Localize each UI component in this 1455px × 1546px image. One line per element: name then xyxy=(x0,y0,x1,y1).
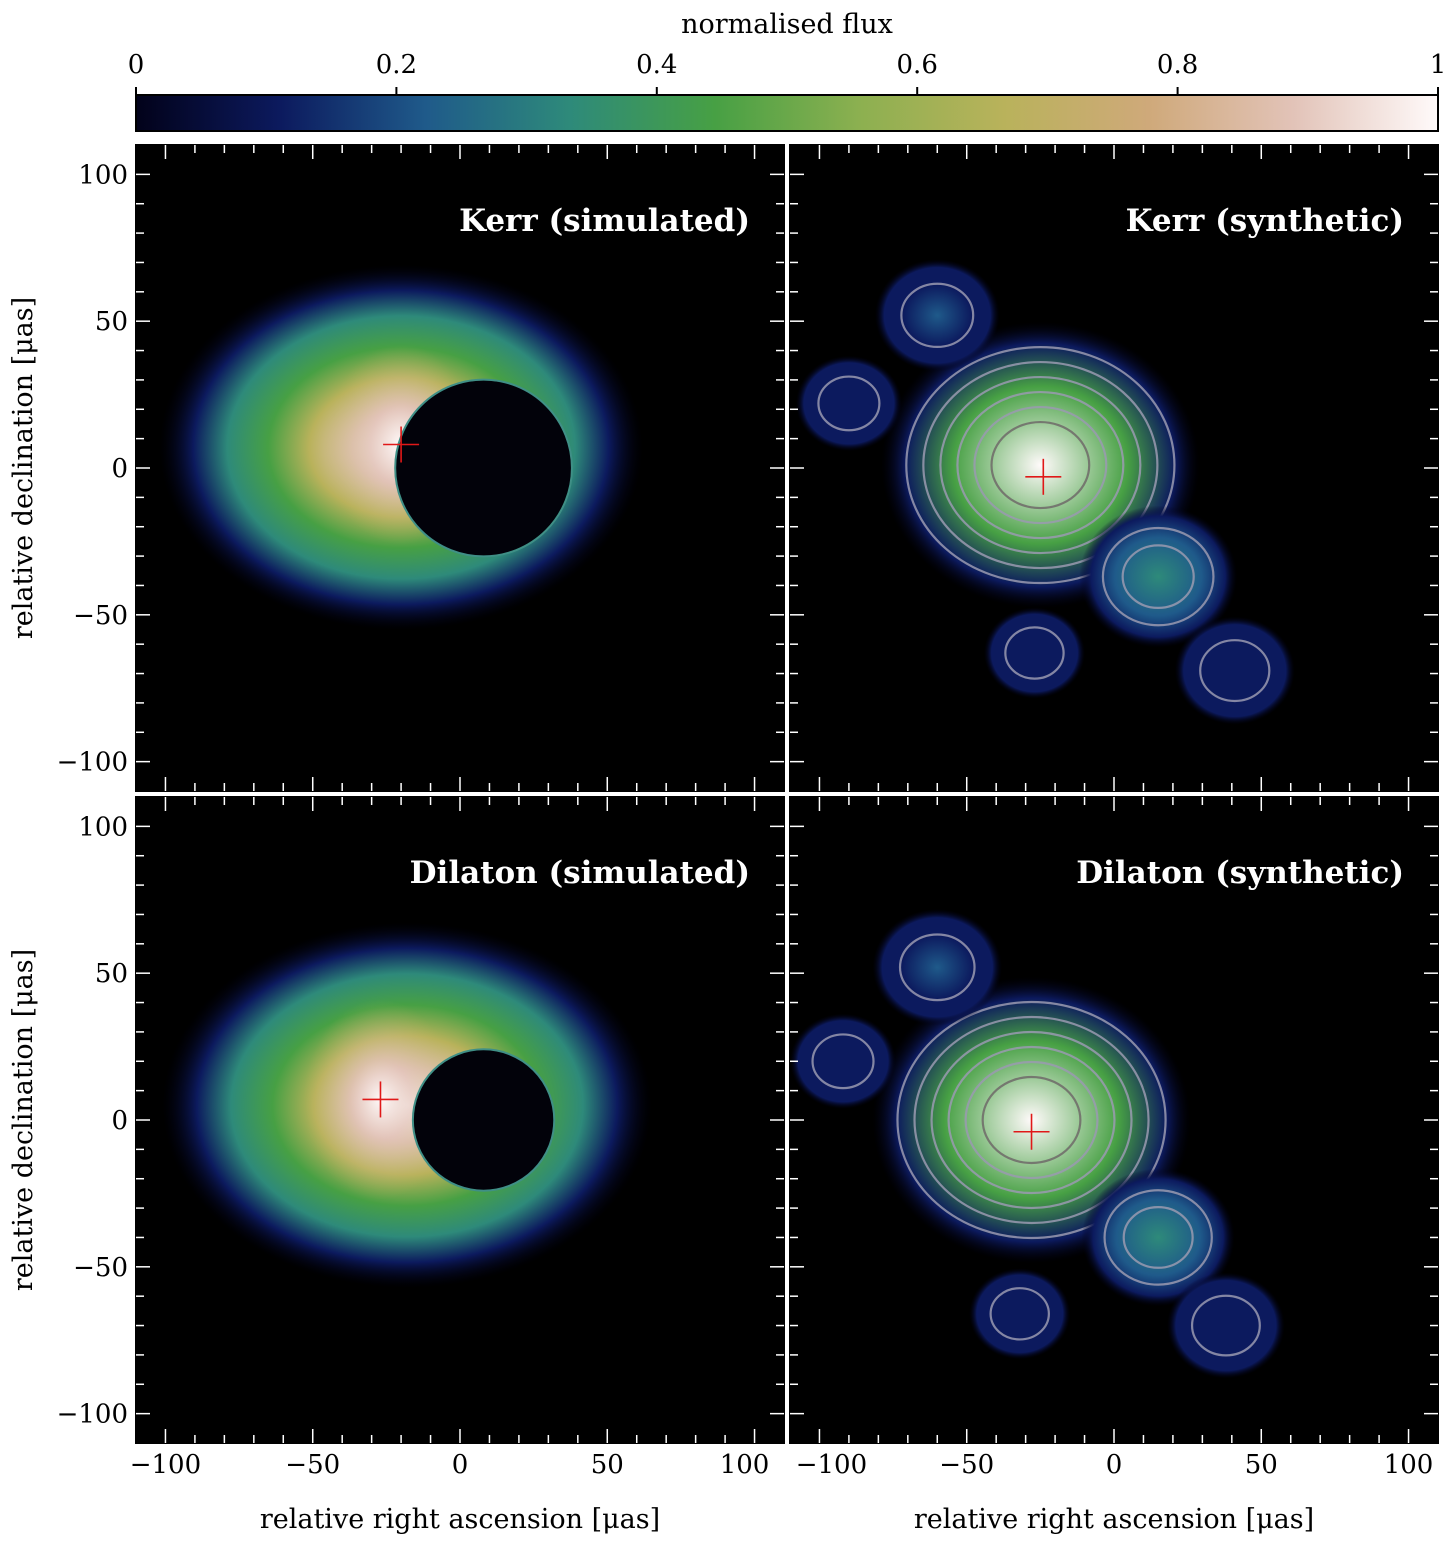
panels: Kerr (simulated) 100 50 0 −50 −100 relative de… xyxy=(8,144,1439,1535)
contour-line xyxy=(930,1030,1133,1210)
contour-line xyxy=(1190,1294,1261,1357)
axis-ticks xyxy=(136,797,784,1443)
emission-blob xyxy=(983,607,1086,699)
black-hole-shadow xyxy=(394,378,573,558)
contour-line xyxy=(898,933,976,1002)
contour-line xyxy=(900,282,975,349)
x-tick-label: 100 xyxy=(720,1450,770,1480)
x-tick-label: 50 xyxy=(1245,1450,1278,1480)
contour-line xyxy=(913,1015,1150,1225)
emission-blob xyxy=(790,1013,897,1109)
contour-line xyxy=(811,1033,875,1090)
axis-ticks xyxy=(136,145,784,791)
x-tick-label: 0 xyxy=(452,1450,469,1480)
colorbar-tick-label: 1 xyxy=(1430,50,1447,80)
contour-line xyxy=(990,420,1091,510)
y-tick-label: 100 xyxy=(78,160,128,190)
contour-line xyxy=(964,1060,1099,1180)
panel-title: Dilaton (simulated) xyxy=(410,855,750,891)
y-tick-label: 50 xyxy=(95,959,128,989)
y-tick-label: −50 xyxy=(73,1253,128,1283)
panel-1: Kerr (simulated) 100 50 0 −50 −100 relative de… xyxy=(8,144,785,792)
contour-line xyxy=(817,375,881,432)
colorbar-tick-label: 0 xyxy=(128,50,145,80)
panel-title: Dilaton (synthetic) xyxy=(1076,855,1404,891)
x-tick-label: −50 xyxy=(285,1450,340,1480)
x-tick-label: 0 xyxy=(1106,1450,1123,1480)
colorbar-ticks: 0 0.2 0.4 0.6 0.8 1 xyxy=(128,50,1447,95)
contour-line xyxy=(947,1045,1116,1195)
x-tick-label: −100 xyxy=(796,1450,867,1480)
y-tick-label: 100 xyxy=(78,812,128,842)
y-tick-label: 0 xyxy=(111,1106,128,1136)
contour-line xyxy=(896,1000,1167,1240)
contour-line xyxy=(956,390,1125,540)
emission-blob xyxy=(874,259,1000,372)
emission-blob xyxy=(872,908,1003,1026)
emission-blob xyxy=(1174,616,1295,725)
panel-2: Kerr (synthetic) xyxy=(789,144,1439,792)
colorbar-gradient xyxy=(135,94,1439,132)
contour-line xyxy=(981,1075,1082,1165)
panel-4: Dilaton (synthetic) −100 −50 0 50 100 relative… xyxy=(789,796,1439,1535)
contour-line xyxy=(1122,1206,1194,1269)
x-axis-title: relative right ascension [μas] xyxy=(260,1504,660,1535)
y-tick-label: 50 xyxy=(95,307,128,337)
emission-blob xyxy=(1079,505,1238,648)
y-axis-title: relative declination [μas] xyxy=(8,297,39,639)
black-hole-shadow xyxy=(411,1048,556,1192)
panel-3: Dilaton (simulated) 100 50 0 −50 −100−100 −50 0… xyxy=(8,796,785,1535)
y-tick-label: 0 xyxy=(111,454,128,484)
panel-title: Kerr (simulated) xyxy=(459,203,750,239)
y-tick-label: −100 xyxy=(57,748,128,778)
colorbar-tick-label: 0.6 xyxy=(897,50,938,80)
image-content xyxy=(162,922,652,1288)
colorbar-tick-label: 0.4 xyxy=(636,50,677,80)
peak-marker xyxy=(383,426,420,463)
peak-marker xyxy=(1013,1113,1050,1150)
y-tick-label: −100 xyxy=(57,1400,128,1430)
x-tick-label: −100 xyxy=(130,1450,201,1480)
y-tick-label: −50 xyxy=(73,601,128,631)
x-tick-label: −50 xyxy=(939,1450,994,1480)
contour-line xyxy=(973,405,1108,525)
peak-marker xyxy=(362,1081,399,1118)
contour-line xyxy=(939,375,1142,555)
emission-blob xyxy=(795,355,902,452)
contour-line xyxy=(1101,526,1215,627)
panel-title: Kerr (synthetic) xyxy=(1126,203,1404,239)
colorbar-tick-label: 0.2 xyxy=(376,50,417,80)
contour-line xyxy=(1004,626,1065,680)
colorbar-tick-label: 0.8 xyxy=(1157,50,1198,80)
emission-blob xyxy=(969,1268,1071,1360)
contour-line xyxy=(922,360,1159,570)
contour-line xyxy=(1121,544,1195,610)
x-axis-title: relative right ascension [μas] xyxy=(914,1504,1314,1535)
colorbar-label: normalised flux xyxy=(681,9,893,40)
image-content xyxy=(795,259,1295,725)
axis-ticks xyxy=(790,797,1438,1443)
contour-line xyxy=(989,1287,1050,1341)
colorbar: normalised flux 0 0.2 0.4 0.6 0.8 1 xyxy=(128,9,1447,132)
x-tick-label: 100 xyxy=(1384,1450,1434,1480)
x-tick-label: 50 xyxy=(591,1450,624,1480)
axis-ticks xyxy=(790,145,1438,791)
emission-blob xyxy=(1167,1272,1285,1379)
contour-line xyxy=(1199,639,1271,703)
peak-marker xyxy=(1025,458,1062,495)
contour-line xyxy=(1103,1189,1213,1286)
contour-line xyxy=(905,345,1176,585)
y-axis-title: relative declination [μas] xyxy=(8,949,39,1291)
